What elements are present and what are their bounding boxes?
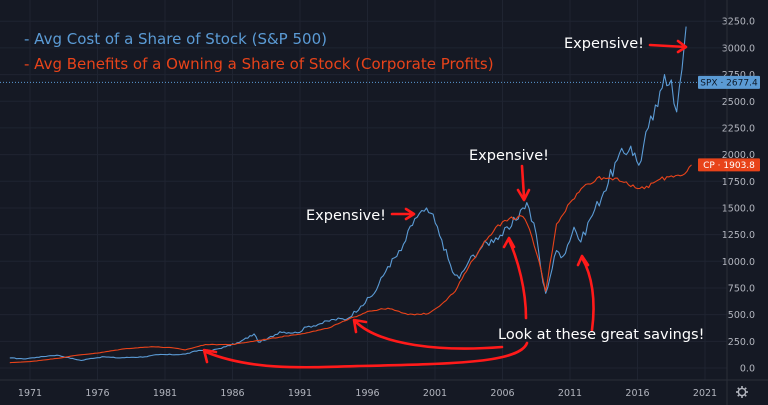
- x-tick-label: 1971: [18, 388, 42, 399]
- y-tick-label: 2750.0: [722, 70, 755, 81]
- x-tick-label: 1996: [355, 388, 379, 399]
- y-tick-label: 1750.0: [722, 177, 755, 188]
- x-tick-label: 1986: [220, 388, 244, 399]
- arrow-savings-2011: [576, 254, 595, 332]
- cp-price-badge: CP · 1903.8: [703, 161, 755, 171]
- arrow-savings-2006: [502, 236, 528, 320]
- series-layer: [9, 26, 692, 364]
- gear-icon-ring: [737, 387, 747, 397]
- legend-entry: - Avg Benefits of a Owning a Share of St…: [24, 55, 494, 73]
- arrow-savings-1995: [352, 318, 504, 350]
- annotation-arrows: [202, 39, 688, 369]
- x-tick-label: 1981: [153, 388, 177, 399]
- series-line-cp: [9, 164, 692, 364]
- arrow-expensive-2000: [390, 207, 416, 221]
- spx-price-badge-bg: [698, 75, 760, 89]
- arrow-expensive-2007: [516, 164, 531, 202]
- y-tick-label: 3250.0: [722, 17, 755, 28]
- y-tick-label: 1500.0: [722, 203, 755, 214]
- annotation-text: Look at these great savings!: [498, 327, 704, 343]
- arrow-savings-1984: [202, 341, 529, 369]
- x-tick-label: 2021: [693, 388, 717, 399]
- cp-price-badge-bg: [698, 158, 760, 172]
- x-tick-label: 2016: [625, 388, 649, 399]
- y-tick-label: 2250.0: [722, 123, 755, 134]
- grid: [0, 0, 727, 380]
- y-tick-label: 1250.0: [722, 230, 755, 241]
- spx-price-badge: SPX · 2677.4: [700, 79, 758, 89]
- y-tick-label: 0.0: [740, 364, 755, 375]
- x-tick-label: 2001: [423, 388, 447, 399]
- y-tick-label: 1000.0: [722, 257, 755, 268]
- annotation-layer: Expensive! Expensive! Expensive! Look at th…: [306, 36, 704, 343]
- x-tick-label: 1991: [288, 388, 312, 399]
- y-tick-label: 500.0: [728, 310, 755, 321]
- annotation-text: Expensive!: [469, 148, 549, 164]
- legend-entry: - Avg Cost of a Share of Stock (S&P 500): [24, 30, 327, 48]
- y-tick-label: 3000.0: [722, 43, 755, 54]
- x-tick-label: 1976: [85, 388, 109, 399]
- legend: - Avg Cost of a Share of Stock (S&P 500)…: [24, 30, 494, 73]
- annotation-text: Expensive!: [306, 208, 386, 224]
- gear-icon[interactable]: [736, 386, 748, 398]
- annotation-text: Expensive!: [564, 36, 644, 52]
- arrow-expensive-2019: [648, 39, 688, 54]
- y-tick-label: 2000.0: [722, 150, 755, 161]
- y-tick-label: 250.0: [728, 337, 755, 348]
- y-tick-label: 2500.0: [722, 97, 755, 108]
- y-tick-label: 750.0: [728, 283, 755, 294]
- x-tick-label: 2006: [490, 388, 514, 399]
- series-line-spx: [9, 26, 687, 362]
- x-tick-label: 2011: [558, 388, 582, 399]
